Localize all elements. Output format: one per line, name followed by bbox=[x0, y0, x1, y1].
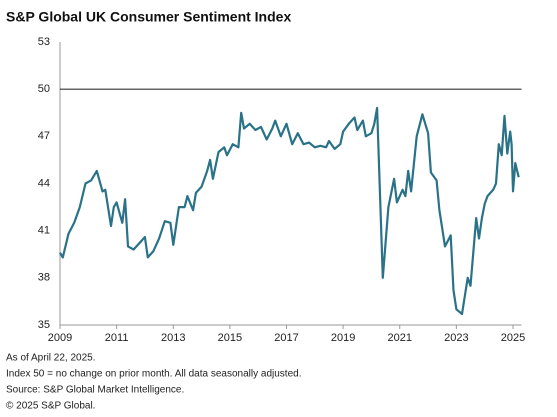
y-tick-label: 50 bbox=[38, 83, 50, 95]
footnote: Source: S&P Global Market Intelligence. bbox=[6, 385, 184, 396]
x-tick-label: 2013 bbox=[161, 332, 185, 344]
series-line bbox=[59, 106, 520, 316]
chart-title: S&P Global UK Consumer Sentiment Index bbox=[6, 9, 291, 25]
y-tick-label: 41 bbox=[38, 225, 50, 237]
footnote: Index 50 = no change on prior month. All… bbox=[6, 369, 301, 380]
y-tick-label: 35 bbox=[38, 319, 50, 331]
y-tick-label: 47 bbox=[38, 130, 50, 142]
x-tick-label: 2011 bbox=[105, 332, 129, 344]
footnote: As of April 22, 2025. bbox=[6, 353, 96, 364]
x-tick-label: 2019 bbox=[331, 332, 355, 344]
x-tick-label: 2009 bbox=[48, 332, 72, 344]
y-tick-label: 53 bbox=[38, 36, 50, 48]
x-tick-label: 2025 bbox=[501, 332, 525, 344]
x-tick-label: 2021 bbox=[388, 332, 412, 344]
footnote: © 2025 S&P Global. bbox=[6, 401, 95, 412]
x-tick-label: 2017 bbox=[274, 332, 298, 344]
y-tick-label: 38 bbox=[38, 272, 50, 284]
x-tick-label: 2023 bbox=[444, 332, 468, 344]
y-tick-label: 44 bbox=[38, 177, 50, 189]
x-tick-label: 2015 bbox=[218, 332, 242, 344]
